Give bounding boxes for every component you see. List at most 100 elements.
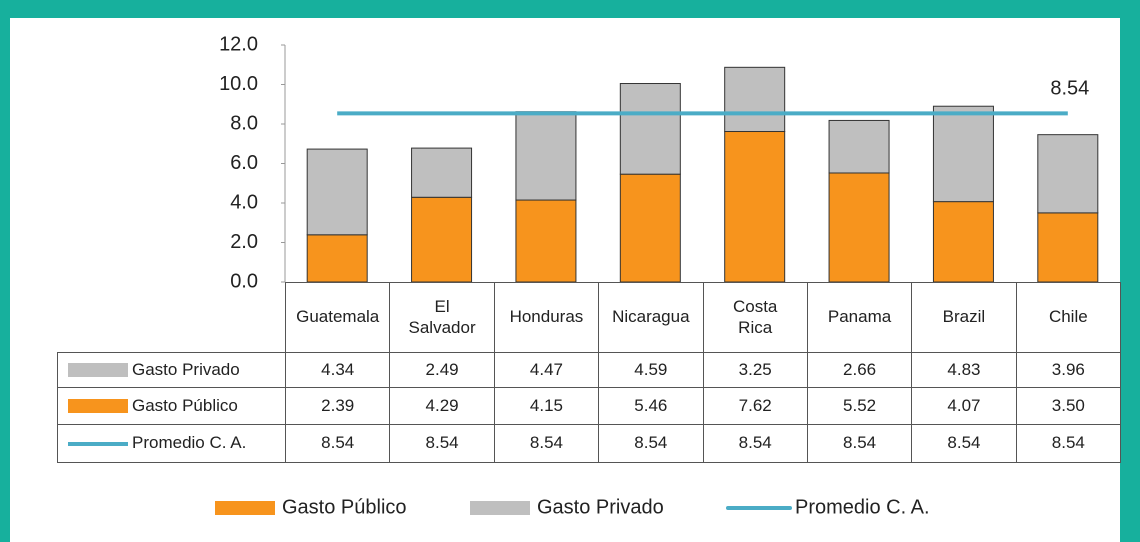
- bar: [1037, 212, 1099, 283]
- table-value: 8.54: [598, 424, 704, 463]
- bar: [1037, 134, 1099, 214]
- table-value-text: 4.07: [947, 395, 981, 415]
- table-value: 8.54: [911, 424, 1017, 463]
- bar: [306, 148, 368, 236]
- bar: [932, 201, 994, 283]
- table-value: 4.07: [911, 387, 1017, 425]
- category-header-text: Costa Rica: [732, 297, 778, 337]
- table-value: 3.96: [1015, 352, 1121, 388]
- y-tick-label: 0.0: [230, 270, 258, 292]
- table-value: 8.54: [389, 424, 495, 463]
- table-value-text: 3.50: [1051, 395, 1085, 415]
- table-value: 4.34: [285, 352, 391, 388]
- category-header: Panama: [806, 282, 913, 353]
- category-header: Chile: [1015, 282, 1121, 353]
- legend-label: Gasto Público: [282, 496, 407, 518]
- table-value-text: 8.54: [321, 433, 355, 453]
- table-value-text: 4.47: [529, 359, 563, 379]
- legend-label: Promedio C. A.: [795, 496, 930, 518]
- category-header-text: Nicaragua: [612, 307, 690, 327]
- legend-icon: [68, 363, 128, 377]
- bar: [932, 105, 994, 203]
- bar: [619, 83, 681, 175]
- category-header-text: Panama: [827, 307, 892, 327]
- category-header-text: Honduras: [509, 307, 584, 327]
- table-value-text: 5.52: [843, 395, 877, 415]
- row-label-text: Gasto Público: [132, 395, 238, 415]
- table-value: 8.54: [702, 424, 808, 463]
- category-header-text: Guatemala: [296, 307, 380, 327]
- legend-icon: [68, 399, 128, 413]
- table-value: 4.59: [598, 352, 704, 388]
- table-value-text: 5.46: [634, 395, 668, 415]
- category-header-text: Chile: [1048, 307, 1088, 327]
- bar: [306, 234, 368, 283]
- table-value-text: 2.66: [843, 359, 877, 379]
- category-header: Costa Rica: [702, 282, 808, 353]
- category-header: Nicaragua: [598, 282, 704, 353]
- table-value: 4.29: [389, 387, 495, 425]
- category-header: Honduras: [493, 282, 600, 353]
- table-value: 3.25: [702, 352, 808, 388]
- bar: [515, 111, 577, 201]
- y-tick-label: 12.0: [219, 33, 258, 55]
- table-value-text: 8.54: [738, 433, 772, 453]
- table-value-text: 4.29: [425, 395, 459, 415]
- table-value: 4.83: [911, 352, 1017, 388]
- y-tick-label: 2.0: [230, 231, 258, 253]
- table-value-text: 2.39: [321, 395, 355, 415]
- bar: [724, 66, 786, 133]
- y-tick-label: 8.0: [230, 112, 258, 134]
- table-value-text: 4.83: [947, 359, 981, 379]
- table-value-text: 3.25: [738, 359, 772, 379]
- row-label: Gasto Privado: [57, 352, 286, 388]
- legend-icon: [68, 441, 128, 446]
- table-value: 5.52: [806, 387, 913, 425]
- category-header: El Salvador: [389, 282, 495, 353]
- bar: [411, 196, 473, 283]
- bar: [828, 172, 890, 283]
- data-label: 8.54: [1050, 78, 1089, 100]
- category-header-text: El Salvador: [408, 297, 476, 337]
- row-label-text: Promedio C. A.: [132, 433, 247, 453]
- table-value: 2.66: [806, 352, 913, 388]
- table-value: 7.62: [702, 387, 808, 425]
- category-header: Guatemala: [285, 282, 391, 353]
- table-value-text: 8.54: [947, 433, 981, 453]
- table-value-text: 8.54: [634, 433, 668, 453]
- legend-swatch: [470, 501, 530, 515]
- bar: [515, 199, 577, 283]
- table-value-text: 7.62: [738, 395, 772, 415]
- table-value-text: 8.54: [1051, 433, 1085, 453]
- table-value-text: 4.15: [529, 395, 563, 415]
- table-value-text: 8.54: [529, 433, 563, 453]
- table-value: 8.54: [285, 424, 391, 463]
- y-tick-label: 4.0: [230, 191, 258, 213]
- bar: [828, 119, 890, 174]
- table-value-text: 3.96: [1051, 359, 1085, 379]
- legend-swatch: [215, 501, 275, 515]
- table-value-text: 8.54: [843, 433, 877, 453]
- table-value: 3.50: [1015, 387, 1121, 425]
- table-value-text: 4.59: [634, 359, 668, 379]
- category-header: Brazil: [911, 282, 1017, 353]
- table-value: 8.54: [1015, 424, 1121, 463]
- y-tick-label: 6.0: [230, 152, 258, 174]
- table-value: 8.54: [493, 424, 600, 463]
- category-header-text: Brazil: [942, 307, 986, 327]
- row-label-text: Gasto Privado: [132, 359, 240, 379]
- table-value: 8.54: [806, 424, 913, 463]
- bar: [619, 173, 681, 283]
- table-value-text: 8.54: [425, 433, 459, 453]
- table-value: 2.49: [389, 352, 495, 388]
- table-value: 2.39: [285, 387, 391, 425]
- legend-label: Gasto Privado: [537, 496, 664, 518]
- row-label: Gasto Público: [57, 387, 286, 425]
- bar: [411, 147, 473, 198]
- y-tick-label: 10.0: [219, 73, 258, 95]
- table-value-text: 2.49: [425, 359, 459, 379]
- table-value: 4.47: [493, 352, 600, 388]
- table-value: 5.46: [598, 387, 704, 425]
- table-value-text: 4.34: [321, 359, 355, 379]
